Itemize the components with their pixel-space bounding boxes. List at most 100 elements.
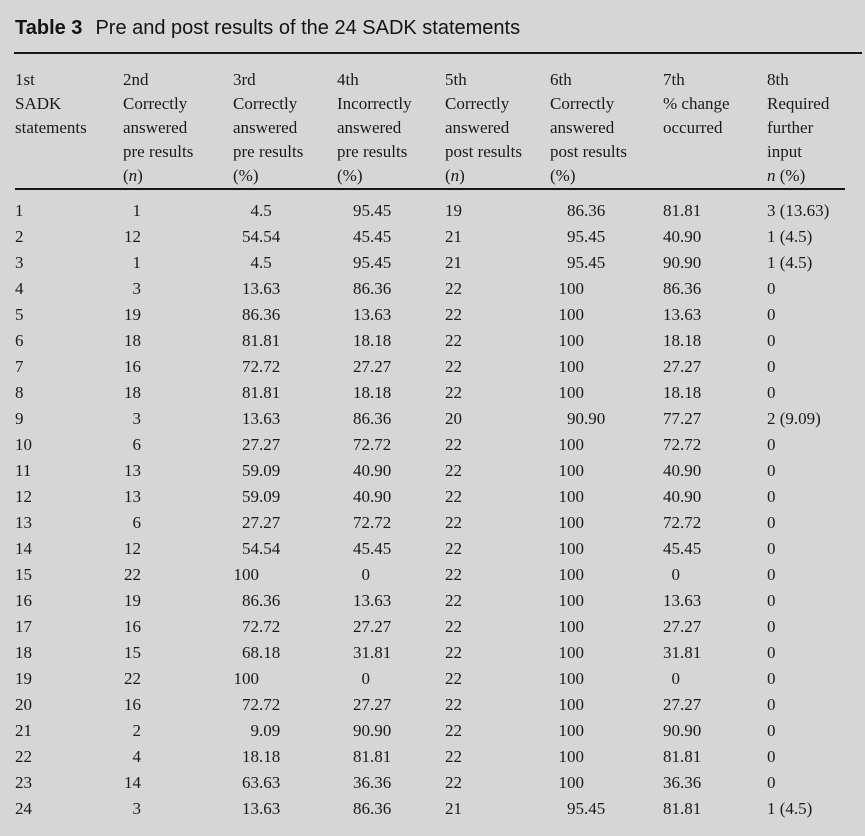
table-cell: 27.27 (242, 435, 281, 454)
table-cell: 0 (767, 279, 776, 298)
table-row: 20 16 72.72 27.27 22 100 27.27 0 (15, 692, 845, 718)
table-cell: 72.72 (242, 695, 281, 714)
table-cell: 16 (124, 695, 141, 714)
table-cell: 0 (767, 643, 776, 662)
table-cell: 0 (767, 565, 776, 584)
table-cell: 86.36 (353, 409, 392, 428)
table-cell: 86.36 (353, 279, 392, 298)
table-cell: 90.90 (567, 409, 606, 428)
column-header-line: Required (767, 94, 830, 113)
table-cell: 1 (132, 253, 142, 272)
table-cell: 100 (558, 747, 585, 766)
table-cell: 18.18 (663, 331, 702, 350)
table-cell: 14 (15, 539, 32, 558)
table-cell: 0 (767, 747, 776, 766)
table-cell: 0 (767, 435, 776, 454)
table-cell: 2 (9.09) (767, 409, 821, 428)
table-cell: 19 (124, 305, 141, 324)
table-cell: 31.81 (663, 643, 702, 662)
table-cell: 22 (445, 279, 462, 298)
table-cell: 4 (132, 747, 142, 766)
column-header-line: n (%) (767, 166, 806, 185)
table-cell: 3 (132, 799, 142, 818)
table-cell: 45.45 (353, 539, 392, 558)
table-cell: 90.90 (663, 721, 702, 740)
table-row: 12 13 59.09 40.90 22 100 40.90 0 (15, 484, 845, 510)
table-cell: 72.72 (663, 513, 702, 532)
table-cell: 100 (558, 539, 585, 558)
table-cell: 6 (15, 331, 24, 350)
table-cell: 0 (767, 357, 776, 376)
table-cell: 100 (558, 721, 585, 740)
table-cell: 20 (15, 695, 32, 714)
table-row: 10 6 27.27 72.72 22 100 72.72 0 (15, 432, 845, 458)
column-header: 7th % change occurred (663, 64, 767, 189)
table-cell: 11 (15, 461, 32, 480)
table-row: 7 16 72.72 27.27 22 100 27.27 0 (15, 354, 845, 380)
table-row: 22 4 18.18 81.81 22 100 81.81 0 (15, 744, 845, 770)
table-cell: 0 (361, 669, 371, 688)
table-cell: 18.18 (353, 383, 392, 402)
table-cell: 5 (15, 305, 24, 324)
table-cell: 1 (4.5) (767, 227, 813, 246)
table-row: 2 12 54.54 45.45 21 95.45 40.90 1 (4.5) (15, 224, 845, 250)
column-header-line: 3rd (233, 70, 256, 89)
table-cell: 27.27 (353, 617, 392, 636)
table-cell: 15 (124, 643, 141, 662)
column-header-line: 2nd (123, 70, 149, 89)
table-cell: 9 (15, 409, 24, 428)
table-cell: 0 (361, 565, 371, 584)
table-cell: 14 (124, 773, 141, 792)
column-header-line: 4th (337, 70, 359, 89)
table-cell: 22 (445, 617, 462, 636)
table-cell: 13.63 (353, 305, 392, 324)
table-cell: 18.18 (242, 747, 281, 766)
table-cell: 100 (558, 305, 585, 324)
column-header-line: Incorrectly (337, 94, 412, 113)
table-cell: 0 (767, 695, 776, 714)
table-cell: 100 (558, 435, 585, 454)
table-row: 13 6 27.27 72.72 22 100 72.72 0 (15, 510, 845, 536)
table-cell: 72.72 (242, 357, 281, 376)
column-header-line: post results (445, 142, 522, 161)
column-header-line: 8th (767, 70, 789, 89)
table-cell: 54.54 (242, 227, 281, 246)
table-cell: 6 (132, 435, 142, 454)
table-row: 11 13 59.09 40.90 22 100 40.90 0 (15, 458, 845, 484)
table-cell: 59.09 (242, 487, 281, 506)
table-cell: 18 (124, 383, 141, 402)
table-cell: 13.63 (242, 409, 281, 428)
table-cell: 0 (767, 721, 776, 740)
table-cell: 22 (445, 487, 462, 506)
table-cell: 22 (124, 669, 141, 688)
table-cell: 22 (445, 669, 462, 688)
table-cell: 22 (445, 383, 462, 402)
table-row: 21 2 9.09 90.90 22 100 90.90 0 (15, 718, 845, 744)
table-cell: 100 (558, 695, 585, 714)
table-cell: 100 (558, 487, 585, 506)
table-cell: 4.5 (250, 201, 272, 220)
column-header-line: 7th (663, 70, 685, 89)
column-header: 2nd Correctly answered pre results (n) (123, 64, 233, 189)
column-header-line: (n) (445, 166, 465, 185)
column-header: 3rd Correctly answered pre results (%) (233, 64, 337, 189)
table-cell: 72.72 (353, 435, 392, 454)
table-cell: 0 (671, 669, 681, 688)
column-header-line: answered (550, 118, 615, 137)
table-title: Pre and post results of the 24 SADK stat… (95, 17, 521, 39)
table-cell: 72.72 (663, 435, 702, 454)
column-header-line: 5th (445, 70, 467, 89)
table-cell: 100 (558, 565, 585, 584)
table-cell: 0 (767, 331, 776, 350)
table-row: 14 12 54.54 45.45 22 100 45.45 0 (15, 536, 845, 562)
table-cell: 22 (445, 695, 462, 714)
table-cell: 0 (767, 591, 776, 610)
table-cell: 45.45 (663, 539, 702, 558)
column-header-line: 6th (550, 70, 572, 89)
table-cell: 36.36 (663, 773, 702, 792)
table-cell: 100 (558, 279, 585, 298)
table-cell: 21 (445, 799, 462, 818)
table-cell: 15 (15, 565, 32, 584)
table-cell: 100 (558, 773, 585, 792)
table-cell: 12 (15, 487, 32, 506)
